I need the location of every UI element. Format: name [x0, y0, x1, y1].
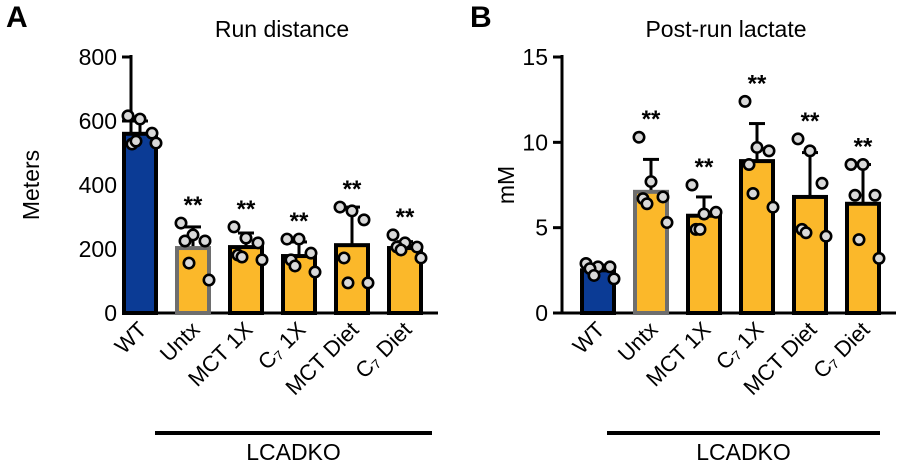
- data-point: [227, 220, 241, 234]
- data-point: [856, 158, 870, 172]
- y-tick-label: 200: [79, 236, 117, 262]
- data-point: [750, 140, 764, 154]
- y-tick-label: 10: [522, 129, 548, 155]
- data-point: [178, 234, 192, 248]
- data-point: [394, 243, 408, 257]
- data-point: [357, 213, 371, 227]
- y-tick-label: 600: [79, 108, 117, 134]
- data-point: [819, 229, 833, 243]
- data-point: [149, 136, 163, 150]
- x-tick-label: WT: [568, 317, 610, 359]
- y-axis-label: Meters: [18, 150, 44, 220]
- data-point: [709, 205, 723, 219]
- y-tick-label: 400: [79, 172, 117, 198]
- data-point: [644, 175, 658, 189]
- data-point: [174, 216, 188, 230]
- significance-marker: **: [237, 196, 256, 223]
- data-point: [129, 134, 143, 148]
- data-point: [607, 272, 621, 286]
- data-point: [410, 240, 424, 254]
- data-point: [133, 112, 147, 126]
- data-point: [288, 259, 302, 273]
- y-axis-label: mM: [493, 166, 519, 204]
- significance-marker: **: [854, 134, 873, 161]
- data-point: [202, 273, 216, 287]
- data-point: [738, 94, 752, 108]
- data-point: [341, 276, 355, 290]
- data-point: [660, 216, 674, 230]
- data-point: [280, 232, 294, 246]
- bar-4: [792, 194, 828, 316]
- data-point: [121, 109, 135, 123]
- data-point: [345, 204, 359, 218]
- chart-title: Run distance: [215, 16, 349, 42]
- data-point: [304, 246, 318, 260]
- y-tick-label: 800: [79, 44, 117, 70]
- group-label: LCADKO: [696, 439, 791, 465]
- bar-1: [633, 189, 669, 315]
- x-tick-label: C₇ Diet: [808, 317, 874, 383]
- significance-marker: **: [801, 108, 820, 135]
- data-point: [386, 228, 400, 242]
- significance-marker: **: [184, 192, 203, 219]
- data-point: [803, 144, 817, 158]
- data-point: [251, 236, 265, 250]
- data-point: [685, 178, 699, 192]
- panel-letter: A: [6, 1, 28, 34]
- significance-marker: **: [695, 154, 714, 181]
- bar-3: [739, 159, 775, 315]
- data-point: [198, 234, 212, 248]
- data-point: [746, 187, 760, 201]
- data-point: [815, 176, 829, 190]
- data-point: [308, 265, 322, 279]
- data-point: [868, 188, 882, 202]
- data-point: [697, 207, 711, 221]
- data-point: [235, 250, 249, 264]
- chart-title: Post-run lactate: [645, 16, 806, 42]
- data-point: [361, 276, 375, 290]
- data-point: [799, 226, 813, 240]
- data-point: [791, 132, 805, 146]
- x-tick-label: C₇ Diet: [350, 317, 416, 383]
- data-point: [656, 190, 670, 204]
- data-point: [239, 231, 253, 245]
- data-point: [333, 200, 347, 214]
- significance-marker: **: [290, 208, 309, 235]
- y-tick-label: 0: [104, 300, 117, 326]
- y-tick-label: 5: [535, 215, 548, 241]
- data-point: [255, 253, 269, 267]
- data-point: [337, 251, 351, 265]
- data-point: [640, 197, 654, 211]
- data-point: [603, 260, 617, 274]
- bar-0: [122, 131, 158, 315]
- significance-marker: **: [396, 204, 415, 231]
- panel-a: A Run distanceMeters0200400600800WT**Untx…: [6, 1, 438, 465]
- data-point: [693, 222, 707, 236]
- data-point: [587, 268, 601, 282]
- panel-letter: B: [470, 1, 492, 34]
- data-point: [632, 130, 646, 144]
- data-point: [292, 232, 306, 246]
- significance-marker: **: [343, 176, 362, 203]
- group-label: LCADKO: [246, 439, 341, 465]
- significance-marker: **: [748, 70, 767, 97]
- data-point: [872, 251, 886, 265]
- data-point: [182, 256, 196, 270]
- data-point: [766, 200, 780, 214]
- data-point: [848, 188, 862, 202]
- data-point: [414, 251, 428, 265]
- y-tick-label: 15: [522, 44, 548, 70]
- significance-marker: **: [642, 106, 661, 133]
- data-point: [762, 144, 776, 158]
- data-point: [742, 158, 756, 172]
- y-tick-label: 0: [535, 300, 548, 326]
- data-point: [844, 158, 858, 172]
- data-point: [852, 233, 866, 247]
